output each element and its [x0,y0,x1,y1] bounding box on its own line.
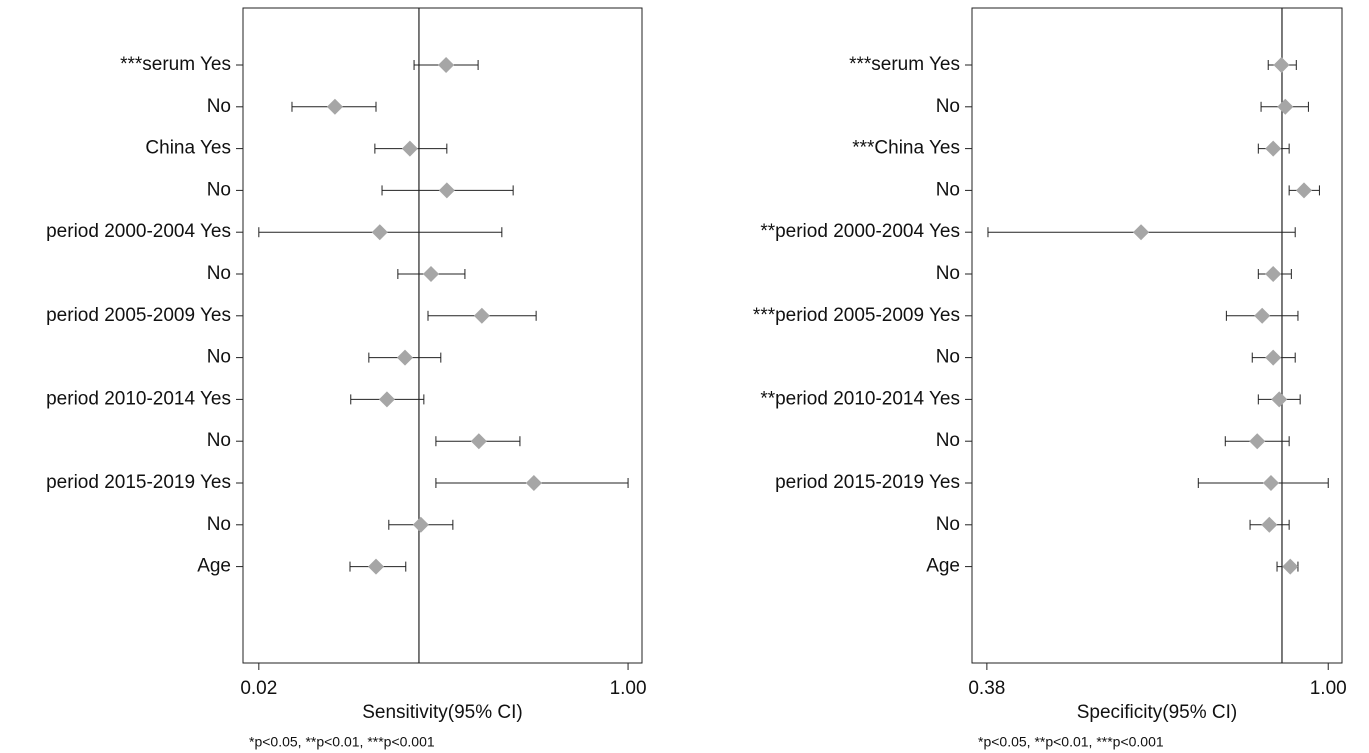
point-estimate [1277,98,1294,115]
point-estimate [371,224,388,241]
point-estimate [1271,391,1288,408]
x-axis-label: Specificity(95% CI) [1077,702,1238,723]
point-estimate [1133,224,1150,241]
y-tick-label: Age [197,556,231,577]
footnote: *p<0.05, **p<0.01, ***p<0.001 [249,734,435,750]
point-estimate [1265,266,1282,282]
y-tick-label: **period 2000-2004 Yes [760,221,960,242]
point-estimate [1249,433,1266,450]
x-axis-label: Sensitivity(95% CI) [362,702,523,723]
x-tick-label: 0.38 [968,678,1005,699]
y-tick-label: **period 2010-2014 Yes [760,388,960,409]
y-tick-label: China Yes [145,138,231,159]
point-estimate [438,57,455,73]
point-estimate [525,475,542,491]
y-tick-label: No [207,347,231,368]
point-estimate [423,266,440,282]
y-tick-label: period 2015-2019 Yes [775,472,960,493]
x-tick-label: 1.00 [610,678,647,699]
point-estimate [378,391,395,408]
y-tick-label: No [936,347,960,368]
y-tick-label: period 2000-2004 Yes [46,221,231,242]
point-estimate [470,433,487,450]
footnote: *p<0.05, **p<0.01, ***p<0.001 [978,734,1164,750]
point-estimate [1265,140,1282,157]
y-tick-label: No [936,263,960,284]
y-tick-label: No [207,430,231,451]
y-tick-label: No [936,430,960,451]
plot-frame [242,7,643,664]
y-tick-label: No [207,179,231,200]
x-tick-label: 0.02 [240,678,277,699]
y-tick-label: period 2015-2019 Yes [46,472,231,493]
point-estimate [397,349,414,366]
point-estimate [412,516,429,533]
point-estimate [368,558,384,575]
y-tick-label: period 2005-2009 Yes [46,305,231,326]
y-tick-label: No [936,96,960,117]
y-tick-label: ***period 2005-2009 Yes [753,305,960,326]
y-tick-label: ***serum Yes [849,54,960,75]
point-estimate [326,98,343,115]
y-tick-label: Age [926,556,960,577]
point-estimate [438,182,455,199]
x-tick-label: 1.00 [1310,678,1347,699]
point-estimate [1262,475,1279,491]
plot-frame [971,7,1343,664]
point-estimate [1282,558,1299,575]
point-estimate [401,140,418,157]
y-tick-label: No [936,179,960,200]
y-tick-label: No [207,263,231,284]
y-tick-label: No [936,514,960,535]
y-tick-label: ***China Yes [852,138,960,159]
y-tick-label: No [207,96,231,117]
y-tick-label: No [207,514,231,535]
point-estimate [1261,516,1278,533]
y-tick-label: period 2010-2014 Yes [46,388,231,409]
point-estimate [1296,182,1313,199]
point-estimate [1273,57,1290,73]
point-estimate [1254,307,1271,324]
y-tick-label: ***serum Yes [120,54,231,75]
point-estimate [1265,349,1282,366]
point-estimate [473,307,490,324]
